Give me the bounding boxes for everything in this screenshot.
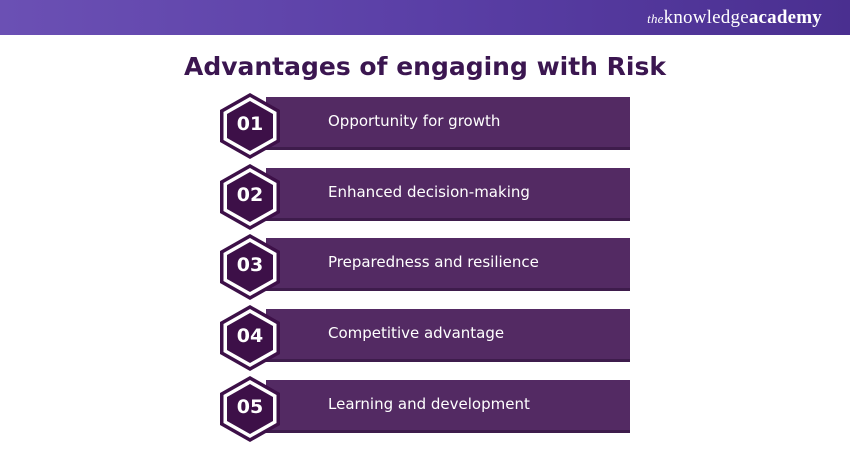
item-number: 04 — [236, 325, 264, 347]
logo: theknowledgeacademy — [647, 7, 822, 28]
list-item: Opportunity for growth 01 — [218, 91, 632, 161]
list-item: Preparedness and resilience 03 — [218, 232, 632, 302]
list-item: Learning and development 05 — [218, 374, 632, 444]
item-number: 02 — [236, 184, 264, 206]
item-bar: Opportunity for growth — [266, 97, 630, 150]
item-number: 05 — [236, 396, 264, 418]
item-label: Competitive advantage — [328, 324, 505, 342]
item-bar: Competitive advantage — [266, 309, 630, 362]
item-bar: Learning and development — [266, 380, 630, 433]
item-label: Preparedness and resilience — [328, 253, 539, 271]
hexagon-badge — [220, 376, 280, 442]
item-bar: Preparedness and resilience — [266, 238, 630, 291]
header-banner: theknowledgeacademy — [0, 0, 850, 35]
item-bar: Enhanced decision-making — [266, 168, 630, 221]
list-item: Enhanced decision-making 02 — [218, 162, 632, 232]
item-number: 03 — [236, 254, 264, 276]
list-item: Competitive advantage 04 — [218, 303, 632, 373]
hexagon-badge — [220, 93, 280, 159]
item-label: Learning and development — [328, 395, 530, 413]
hexagon-badge — [220, 305, 280, 371]
page-title: Advantages of engaging with Risk — [183, 52, 667, 81]
hexagon-badge — [220, 164, 280, 230]
item-number: 01 — [236, 113, 264, 135]
item-label: Enhanced decision-making — [328, 183, 530, 201]
item-label: Opportunity for growth — [328, 112, 501, 130]
hexagon-badge — [220, 234, 280, 300]
